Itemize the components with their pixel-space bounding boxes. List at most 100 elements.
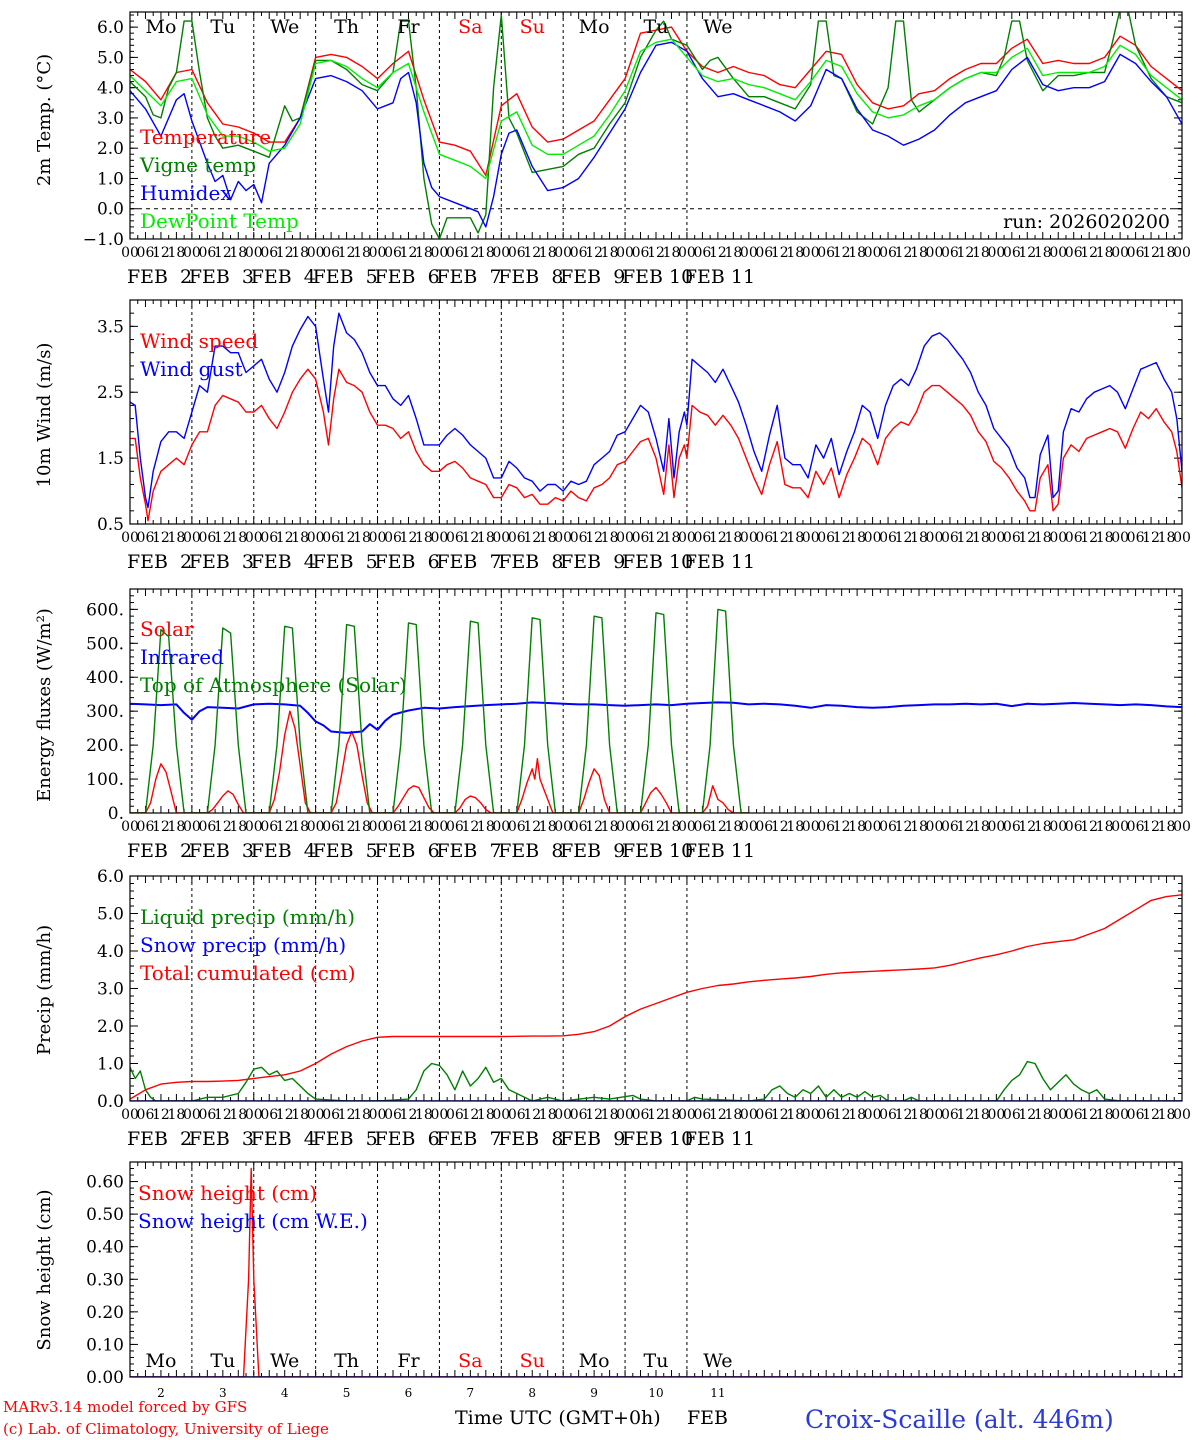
date-label: FEB 2: [127, 840, 192, 862]
hour-tick-label: 12: [833, 1107, 851, 1123]
hour-tick-label: 00: [307, 245, 325, 261]
hour-tick-label: 00: [245, 819, 263, 835]
hour-tick-label: 06: [879, 530, 897, 546]
y-tick-label: 0.60: [86, 1173, 124, 1193]
hour-tick-label: 18: [1158, 245, 1176, 261]
day-name: Mo: [145, 16, 176, 38]
hour-tick-label: 12: [1142, 245, 1160, 261]
hour-tick-label: 12: [400, 245, 418, 261]
date-label: FEB 11: [684, 551, 755, 573]
hour-tick-label: 06: [260, 1107, 278, 1123]
month-label: FEB: [687, 1407, 728, 1429]
legend-entry: Snow precip (mm/h): [140, 933, 346, 957]
hour-tick-label: 06: [384, 245, 402, 261]
day-number: 10: [648, 1386, 663, 1400]
day-name: Sa: [458, 1350, 482, 1372]
hour-tick-label: 18: [663, 530, 681, 546]
hour-tick-label: 06: [755, 819, 773, 835]
hour-tick-label: 12: [214, 245, 232, 261]
hour-tick-label: 00: [1049, 245, 1067, 261]
hour-tick-label: 06: [1127, 1107, 1145, 1123]
day-number: 7: [467, 1386, 475, 1400]
day-name: Sa: [458, 16, 482, 38]
hour-tick-label: 06: [570, 245, 588, 261]
snow-panel: 0.00 0.10 0.20 0.30 0.40 0.50 0.60 Snow height …: [34, 1161, 1183, 1400]
chart-panels: −1.0 0.0 1.0 2.0 3.0 4.0 5.0 6.0 2m Temp. (°C) Te…: [34, 11, 1191, 1400]
y-tick-label: 0.30: [86, 1270, 124, 1290]
hour-tick-label: 12: [647, 530, 665, 546]
hour-tick-label: 06: [137, 530, 155, 546]
hour-tick-label: 12: [956, 245, 974, 261]
hour-tick-label: 18: [353, 1107, 371, 1123]
hour-tick-label: 18: [786, 530, 804, 546]
hour-tick-label: 12: [523, 819, 541, 835]
day-name: Tu: [644, 1350, 669, 1372]
hour-tick-label: 06: [1065, 530, 1083, 546]
hour-tick-label: 00: [369, 1107, 387, 1123]
date-label: FEB 9: [560, 266, 625, 288]
legend-entry: Humidex: [140, 181, 232, 205]
hour-tick-label: 12: [895, 530, 913, 546]
hour-tick-label: 12: [338, 530, 356, 546]
y-axis-label: Snow height (cm): [34, 1189, 55, 1350]
legend-entry: Vigne temp: [139, 153, 256, 177]
day-name: Mo: [145, 1350, 176, 1372]
hour-tick-label: 00: [183, 245, 201, 261]
hour-tick-label: 12: [1142, 1107, 1160, 1123]
hour-tick-label: 00: [1173, 530, 1191, 546]
hour-tick-label: 12: [461, 530, 479, 546]
hour-tick-label: 06: [817, 1107, 835, 1123]
hour-tick-label: 18: [353, 530, 371, 546]
hour-tick-label: 00: [245, 245, 263, 261]
hour-tick-label: 06: [322, 530, 340, 546]
hour-tick-label: 18: [910, 1107, 928, 1123]
temp-series-dewpoint-temp: [130, 38, 1182, 180]
hour-tick-label: 00: [183, 530, 201, 546]
hour-tick-label: 18: [1034, 530, 1052, 546]
hour-tick-label: 12: [709, 530, 727, 546]
hour-tick-label: 00: [926, 819, 944, 835]
hour-tick-label: 12: [895, 245, 913, 261]
hour-tick-label: 12: [214, 819, 232, 835]
hour-tick-label: 18: [663, 1107, 681, 1123]
date-label: FEB 7: [436, 266, 501, 288]
y-tick-label: 300.: [86, 702, 124, 722]
hour-tick-label: 12: [771, 1107, 789, 1123]
hour-tick-label: 00: [1049, 530, 1067, 546]
precip-series-total-cumulated-cm: [130, 894, 1182, 1100]
y-tick-label: 200.: [86, 736, 124, 756]
hour-tick-label: 00: [802, 819, 820, 835]
hour-tick-label: 18: [663, 245, 681, 261]
hour-tick-label: 12: [523, 1107, 541, 1123]
hour-tick-label: 06: [137, 1107, 155, 1123]
hour-tick-label: 12: [895, 819, 913, 835]
hour-tick-label: 00: [740, 245, 758, 261]
hour-tick-label: 00: [864, 1107, 882, 1123]
day-name: Fr: [397, 16, 420, 38]
hour-tick-label: 18: [477, 819, 495, 835]
y-tick-label: 100.: [86, 770, 124, 790]
hour-tick-label: 00: [1111, 530, 1129, 546]
hour-tick-label: 06: [941, 1107, 959, 1123]
hour-tick-label: 00: [307, 1107, 325, 1123]
hour-tick-label: 06: [570, 819, 588, 835]
y-tick-label: 400.: [86, 668, 124, 688]
hour-tick-label: 00: [554, 245, 572, 261]
hour-tick-label: 12: [833, 530, 851, 546]
date-label: FEB 4: [251, 551, 316, 573]
hour-tick-label: 12: [895, 1107, 913, 1123]
hour-tick-label: 12: [647, 819, 665, 835]
hour-tick-label: 00: [802, 1107, 820, 1123]
date-label: FEB 10: [622, 840, 693, 862]
hour-tick-label: 00: [121, 1107, 139, 1123]
hour-tick-label: 06: [508, 530, 526, 546]
snow-series-snow-height-cm: [130, 1167, 1182, 1377]
day-number: 8: [528, 1386, 536, 1400]
date-label: FEB 5: [313, 840, 378, 862]
hour-tick-label: 12: [152, 530, 170, 546]
y-tick-label: −1.0: [83, 230, 124, 250]
hour-tick-label: 12: [461, 1107, 479, 1123]
hour-tick-label: 12: [276, 530, 294, 546]
date-label: FEB 10: [622, 266, 693, 288]
hour-tick-label: 06: [879, 245, 897, 261]
